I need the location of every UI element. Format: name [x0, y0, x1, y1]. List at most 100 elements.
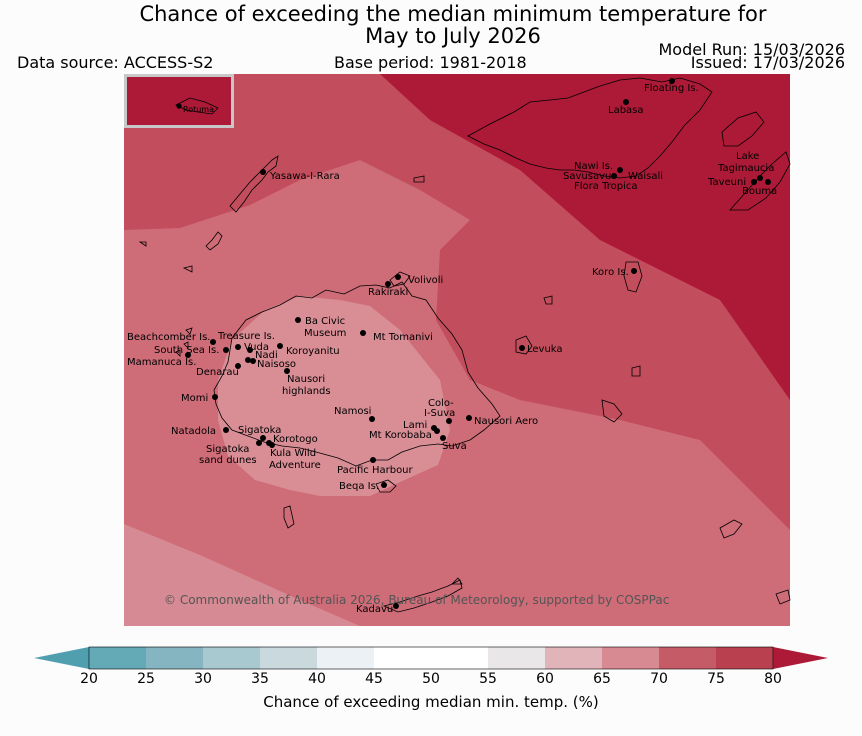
beachcomber-marker: [210, 339, 216, 345]
bouma-marker: [765, 179, 771, 185]
colorbar-tick-55: 55: [479, 671, 497, 687]
floating-is-label: Floating Is.: [644, 83, 699, 94]
colorbar: [34, 646, 828, 670]
model-run-label: Model Run: 15/03/2026: [658, 40, 846, 59]
momi-marker: [212, 394, 218, 400]
mamanuca-label: Mamanuca Is.: [127, 357, 196, 368]
colorbar-cell-70-75: [659, 647, 717, 669]
natadola-label: Natadola: [171, 426, 216, 437]
gau-coast: [601, 399, 623, 423]
nawi-marker: [617, 167, 623, 173]
koroyanitu-marker: [277, 343, 283, 349]
rotuma-label: Rotuma: [183, 105, 214, 114]
colorbar-cell-75-80: [716, 647, 774, 669]
ba-museum-marker: [295, 317, 301, 323]
waisali-label: Waisali: [628, 171, 663, 182]
mt-korobaba-marker: [434, 428, 440, 434]
labasa-marker: [623, 99, 629, 105]
nawi-label: Nawi Is.: [574, 161, 613, 172]
rakiraki-marker: [385, 281, 391, 287]
rotuma-inset: [124, 74, 234, 128]
colorbar-cell-30-35: [203, 647, 261, 669]
kula-marker: [269, 442, 275, 448]
contour-core-60-65: [218, 296, 450, 496]
suva-label: Suva: [442, 441, 467, 452]
map-title-line1: Chance of exceeding the median minimum t…: [139, 2, 767, 26]
colo-i-suva-marker: [446, 418, 452, 424]
lake-label: Lake: [736, 151, 759, 162]
rotuma-marker: [176, 103, 182, 109]
lake-tagimaucia-marker: [757, 175, 763, 181]
copyright-notice: © Commonwealth of Australia 2026, Bureau…: [164, 593, 669, 607]
beqa-marker: [381, 482, 387, 488]
colo-label: Colo-: [428, 398, 454, 409]
momi-label: Momi: [181, 393, 208, 404]
labasa-label: Labasa: [608, 105, 644, 116]
highlands-label: highlands: [282, 386, 331, 397]
colorbar-cell-55-60: [488, 647, 546, 669]
pacific-harbour-label: Pacific Harbour: [337, 465, 414, 476]
museum-label: Museum: [304, 328, 346, 339]
rotuma-island-shape: [175, 97, 219, 115]
yasawa-label: Yasawa-I-Rara: [269, 171, 340, 182]
yasawa-coast: [229, 155, 279, 213]
tagimaucia-label: Tagimaucia: [717, 163, 774, 174]
nadi-marker: [245, 357, 251, 363]
volivoli-label: Volivoli: [408, 275, 443, 286]
lami-label: Lami: [403, 420, 427, 431]
taveuni-marker: [751, 179, 757, 185]
koro-coast: [623, 261, 643, 293]
probability-contours: [124, 74, 790, 626]
yasawa-south-coast: [205, 231, 223, 251]
colorbar-tick-30: 30: [194, 671, 212, 687]
colorbar-tick-25: 25: [137, 671, 155, 687]
coastlines: [138, 77, 791, 613]
levuka-marker: [519, 345, 525, 351]
south-sea-label: South Sea Is.: [154, 345, 219, 356]
colorbar-extend-high: [773, 647, 828, 669]
colorbar-cell-25-30: [146, 647, 204, 669]
beqa-coast: [375, 479, 397, 493]
vuda-marker: [247, 347, 253, 353]
pacific-harbour-marker: [370, 457, 376, 463]
viti-levu-coast: [213, 281, 501, 467]
adventure-label: Adventure: [269, 460, 321, 471]
colorbar-tick-45: 45: [365, 671, 383, 687]
colorbar-tick-80: 80: [764, 671, 782, 687]
bouma-label: Bouma: [742, 186, 777, 197]
kula-wild-label: Kula Wild: [270, 448, 316, 459]
colorbar-label: Chance of exceeding median min. temp. (%…: [263, 693, 599, 711]
denarau-marker: [235, 363, 241, 369]
treasure-marker: [235, 344, 241, 350]
nausori-highlands-marker: [284, 368, 290, 374]
ba-civic-label: Ba Civic: [305, 316, 345, 327]
colorbar-tick-65: 65: [593, 671, 611, 687]
namosi-marker: [369, 416, 375, 422]
beachcomber-label: Beachcomber Is.: [127, 332, 210, 343]
colorbar-cell-45-50: [374, 647, 432, 669]
colorbar-tick-60: 60: [536, 671, 554, 687]
yasawa-marker: [260, 169, 266, 175]
koro-marker: [631, 268, 637, 274]
koro-label: Koro Is.: [592, 267, 629, 278]
denarau-label: Denarau: [196, 367, 239, 378]
sand-dunes-label: sand dunes: [199, 455, 257, 466]
sigatoka-label: Sigatoka: [238, 425, 281, 436]
korotogo-label: Korotogo: [273, 434, 318, 445]
naisoso-label: Naisoso: [257, 359, 296, 370]
mt-korobaba-label: Mt Korobaba: [369, 430, 432, 441]
colorbar-tick-75: 75: [707, 671, 725, 687]
colorbar-cell-40-45: [317, 647, 375, 669]
data-source-label: Data source: ACCESS-S2: [17, 53, 214, 72]
contour-above-80: [380, 74, 790, 400]
volivoli-marker: [395, 274, 401, 280]
colorbar-cell-35-40: [260, 647, 318, 669]
natadola-marker: [223, 427, 229, 433]
nadi-label: Nadi: [255, 350, 278, 361]
flora-tropica-label: Flora Tropica: [574, 181, 637, 192]
vanua-levu-coast: [467, 77, 713, 179]
contour-60-65: [124, 524, 360, 626]
colorbar-tick-40: 40: [308, 671, 326, 687]
colorbar-tick-35: 35: [251, 671, 269, 687]
